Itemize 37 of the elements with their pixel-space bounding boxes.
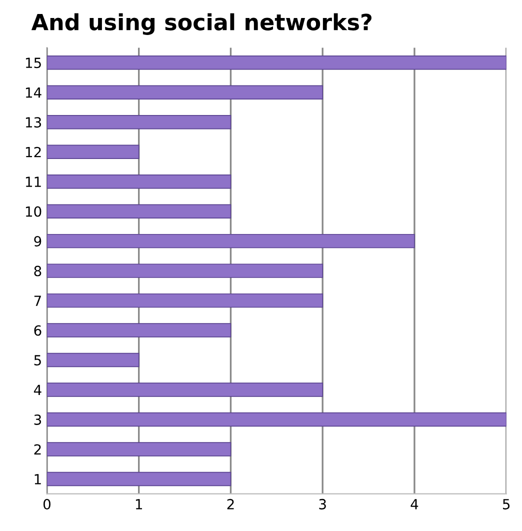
y-tick-label: 3 xyxy=(34,414,42,425)
bar xyxy=(46,85,324,100)
y-tick-label: 13 xyxy=(26,117,42,128)
bar xyxy=(46,234,415,248)
y-tick-label: 14 xyxy=(26,88,42,98)
bar xyxy=(46,204,232,218)
y-tick-label: 5 xyxy=(34,355,41,366)
bar xyxy=(46,293,324,308)
y-tick-label: 1 xyxy=(34,474,41,484)
y-tick-label: 9 xyxy=(34,236,42,247)
y-tick-label: 15 xyxy=(26,58,41,68)
y-tick-label: 10 xyxy=(26,206,42,217)
y-tick-label: 6 xyxy=(34,325,42,336)
bar xyxy=(46,174,232,189)
bar xyxy=(46,412,506,427)
x-tick-label: 1 xyxy=(136,499,142,510)
bar xyxy=(46,352,140,368)
bar xyxy=(46,56,506,70)
bar xyxy=(46,382,324,397)
bar xyxy=(46,264,324,278)
x-tick-label: 4 xyxy=(410,499,418,510)
y-tick-label: 11 xyxy=(26,176,41,187)
x-tick-label: 3 xyxy=(319,498,326,510)
y-tick-label: 12 xyxy=(26,146,41,158)
x-tick-label: 2 xyxy=(227,498,234,510)
chart-title: And using social networks? xyxy=(31,13,372,35)
x-tick-label: 5 xyxy=(502,499,510,510)
bar xyxy=(46,323,232,338)
y-tick-label: 8 xyxy=(34,266,42,276)
y-tick-label: 7 xyxy=(34,296,41,306)
bar xyxy=(46,115,232,130)
y-tick-label: 2 xyxy=(34,444,41,455)
y-tick-label: 4 xyxy=(34,384,42,396)
x-tick-label: 0 xyxy=(43,498,50,510)
bar xyxy=(46,442,232,456)
bar xyxy=(46,144,140,159)
bar xyxy=(46,472,232,486)
